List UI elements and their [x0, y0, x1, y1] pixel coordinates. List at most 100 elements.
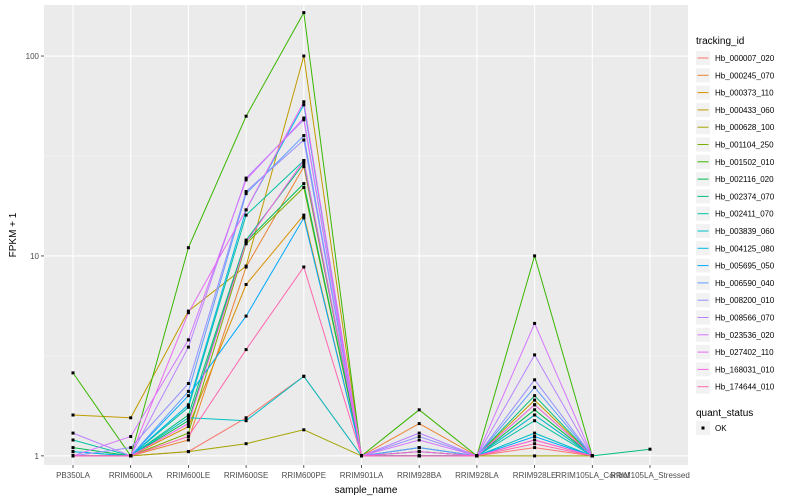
y-tick-label: 1 — [35, 452, 40, 461]
data-point — [302, 162, 306, 165]
data-point — [302, 374, 306, 378]
x-tick-label: PB350LA — [56, 471, 90, 480]
data-point — [186, 382, 190, 385]
data-point — [533, 385, 537, 389]
legend-quant-status-title: quant_status — [696, 408, 753, 419]
data-point — [244, 419, 248, 423]
legend-item: Hb_001502_010 — [696, 154, 775, 169]
legend-label: Hb_000245_070 — [715, 71, 775, 80]
data-point — [186, 450, 190, 454]
data-point — [302, 186, 306, 189]
data-point — [244, 114, 248, 118]
data-point — [244, 348, 248, 352]
data-point — [244, 178, 248, 182]
legend-label: Hb_174644_010 — [715, 383, 775, 392]
x-tick-label: RRIM928LA — [455, 471, 499, 480]
series-line-hb_168031_010 — [73, 159, 593, 457]
data-point — [71, 450, 75, 454]
y-tick-label: 100 — [26, 52, 40, 61]
data-point — [186, 438, 190, 442]
y-axis-title: FPKM + 1 — [8, 212, 19, 257]
data-point — [302, 159, 306, 163]
data-point — [71, 413, 75, 417]
data-point — [302, 54, 306, 58]
data-point — [129, 435, 133, 438]
legend-item: Hb_008200_010 — [696, 293, 775, 308]
x-tick-label: RRIM105LA_Stressed — [610, 471, 690, 480]
legend-item: Hb_000007_020 — [696, 51, 775, 65]
legend-label: Hb_008200_010 — [715, 296, 775, 305]
data-point — [533, 321, 537, 325]
data-point — [533, 438, 537, 442]
data-point — [186, 338, 190, 342]
data-point — [302, 118, 306, 122]
x-tick-label: RRIM600LE — [167, 471, 211, 480]
data-point — [129, 416, 133, 420]
series-line-hb_174644_010 — [73, 265, 593, 457]
data-point — [244, 190, 248, 193]
data-point — [302, 138, 306, 142]
data-point — [533, 419, 537, 423]
data-point — [244, 264, 248, 268]
data-point — [186, 419, 190, 423]
series-line-hb_002116_020 — [72, 182, 593, 457]
data-point — [360, 454, 363, 458]
data-point — [302, 134, 306, 138]
legend-quant-status-marker — [701, 426, 705, 430]
data-point — [417, 431, 421, 435]
data-point — [417, 438, 421, 442]
data-point — [417, 435, 421, 438]
data-point — [186, 309, 190, 313]
data-point — [302, 216, 306, 220]
y-tick-label: 10 — [30, 252, 39, 261]
legend-item: Hb_001104_250 — [696, 137, 774, 152]
data-point — [648, 447, 652, 451]
legend-item: Hb_004125_080 — [696, 241, 775, 256]
series-line-hb_005695_050 — [73, 216, 593, 457]
legend-label: Hb_002374_070 — [715, 192, 775, 201]
data-point — [244, 314, 248, 318]
data-point — [186, 435, 190, 438]
legend-item: Hb_000245_070 — [696, 68, 775, 83]
data-point — [244, 192, 248, 196]
data-point — [533, 403, 537, 407]
legend: tracking_id Hb_000007_020Hb_000245_070Hb… — [696, 36, 775, 435]
data-point — [302, 428, 306, 432]
legend-item: Hb_000433_060 — [696, 102, 775, 117]
data-point — [417, 454, 421, 458]
data-point — [533, 398, 537, 402]
data-point — [533, 254, 537, 258]
data-point — [302, 11, 306, 15]
legend-item: Hb_002116_020 — [696, 172, 774, 187]
x-tick-label: RRIM600LA — [109, 471, 153, 480]
legend-label: Hb_006590_040 — [715, 279, 775, 288]
data-point — [186, 416, 190, 420]
data-point — [186, 246, 190, 250]
legend-item: Hb_000628_100 — [696, 120, 775, 135]
legend-label: Hb_004125_080 — [715, 244, 775, 253]
x-tick-label: RRIM928BA — [397, 471, 442, 480]
data-point — [71, 431, 75, 435]
data-point — [186, 311, 190, 315]
legend-item: Hb_005695_050 — [696, 258, 775, 273]
legend-label: Hb_000628_100 — [715, 123, 775, 132]
legend-item: Hb_003839_060 — [696, 224, 775, 238]
x-tick-label: RRIM600PE — [282, 471, 326, 480]
y-axis: 1 10 100 — [26, 52, 44, 461]
data-point — [186, 389, 190, 393]
panel-background — [44, 5, 688, 465]
data-point — [129, 454, 133, 458]
data-point — [417, 408, 421, 412]
data-point — [417, 446, 421, 450]
data-point — [302, 265, 306, 269]
data-point — [533, 394, 537, 398]
data-point — [71, 454, 75, 458]
data-point — [533, 431, 537, 435]
data-point — [71, 446, 75, 450]
data-point — [533, 446, 537, 450]
data-point — [533, 454, 537, 458]
legend-label: Hb_002411_070 — [715, 210, 774, 219]
data-point — [533, 435, 537, 438]
data-point — [475, 454, 479, 458]
legend-item: Hb_002411_070 — [696, 206, 774, 221]
